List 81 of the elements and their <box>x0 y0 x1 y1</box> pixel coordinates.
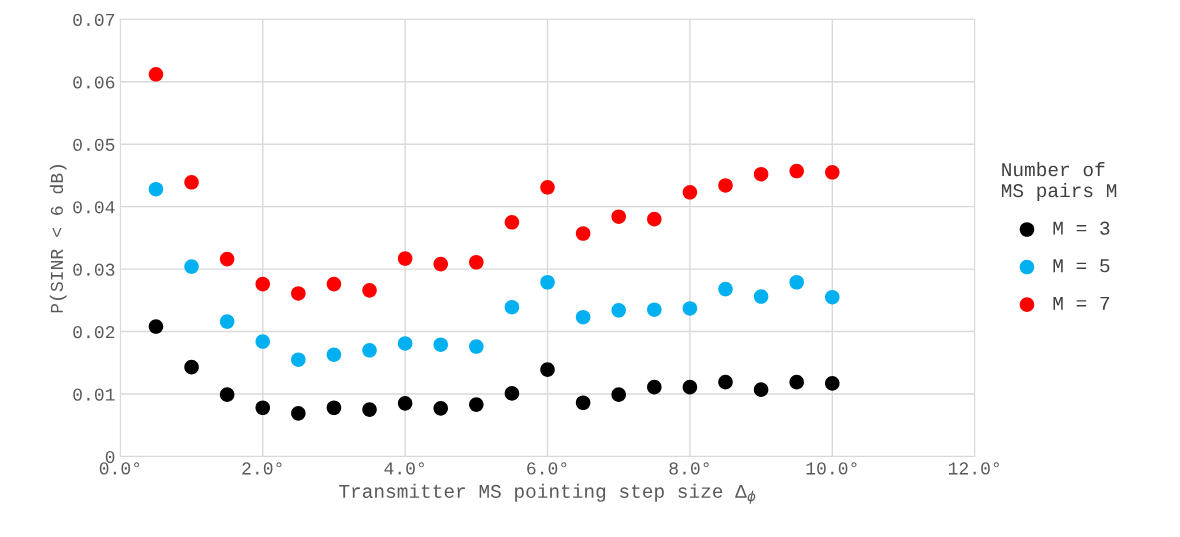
point <box>753 382 769 397</box>
x-tick-label: 6.0° <box>527 462 567 475</box>
y-tick-label: 0.07 <box>73 13 115 27</box>
x-tick-label: 0.0° <box>99 462 140 475</box>
point <box>184 359 199 375</box>
point <box>504 215 520 230</box>
x-tick-label: 10.0° <box>806 462 857 475</box>
point <box>362 402 377 417</box>
point <box>326 276 342 292</box>
point <box>718 281 733 297</box>
point <box>611 303 626 318</box>
point <box>326 400 342 416</box>
point <box>540 180 555 195</box>
point <box>433 256 449 272</box>
point <box>397 336 413 351</box>
point <box>504 386 520 401</box>
point <box>647 211 662 227</box>
x-tick-label: 4.0° <box>384 462 424 475</box>
point <box>219 314 235 329</box>
point <box>753 289 769 304</box>
point <box>148 181 164 197</box>
point <box>397 396 413 411</box>
point <box>255 334 271 349</box>
point <box>647 379 662 395</box>
point <box>219 387 235 402</box>
point <box>184 259 199 274</box>
point <box>291 352 306 367</box>
point <box>397 251 413 266</box>
point <box>718 178 733 193</box>
point <box>291 286 306 301</box>
point <box>682 301 698 316</box>
x-axis-title: Transmitter MS pointing step size Δ$_{ϕ}$ <box>339 483 756 504</box>
y-tick-label: 0.05 <box>73 138 115 151</box>
point <box>362 343 377 358</box>
point <box>148 319 164 334</box>
point <box>148 67 164 82</box>
x-tick-label: 12.0° <box>948 462 999 475</box>
point <box>219 251 235 267</box>
y-tick-label: 0.06 <box>73 76 115 89</box>
x-tick-label: 2.0° <box>242 462 282 475</box>
y-axis-title: P(SINR < 6 dB) <box>49 165 67 313</box>
point <box>255 276 271 292</box>
point <box>575 395 591 411</box>
point <box>504 299 520 315</box>
point <box>682 185 698 200</box>
point <box>682 379 698 395</box>
y-tick-label: 0 <box>105 450 115 464</box>
y-tick-label: 0.03 <box>73 263 115 276</box>
point <box>611 209 626 224</box>
point <box>184 175 199 190</box>
legend-label: M = 3 <box>1053 221 1110 235</box>
legend-label: M = 5 <box>1053 259 1110 273</box>
point <box>789 163 804 179</box>
point <box>789 274 804 290</box>
point <box>255 400 271 416</box>
legend-title: Number of MS pairs M <box>1001 162 1117 202</box>
point <box>789 374 804 390</box>
point <box>611 387 626 402</box>
point <box>825 376 840 391</box>
y-tick-label: 0.01 <box>73 388 115 401</box>
point <box>469 254 484 270</box>
point <box>540 362 555 377</box>
point <box>469 397 484 412</box>
point <box>575 226 591 241</box>
point <box>825 165 840 180</box>
point <box>291 406 306 421</box>
x-tick-label: 8.0° <box>669 462 709 475</box>
point <box>718 374 733 390</box>
point <box>825 289 840 305</box>
legend-label: M = 7 <box>1053 296 1110 310</box>
y-tick-label: 0.02 <box>73 326 115 339</box>
point <box>540 274 555 290</box>
point <box>433 337 449 352</box>
point <box>326 347 342 362</box>
point <box>753 166 769 182</box>
point <box>362 283 377 298</box>
y-tick-label: 0.04 <box>73 201 115 214</box>
point <box>647 302 662 317</box>
point <box>469 339 484 354</box>
point <box>575 309 591 325</box>
point <box>433 401 449 416</box>
